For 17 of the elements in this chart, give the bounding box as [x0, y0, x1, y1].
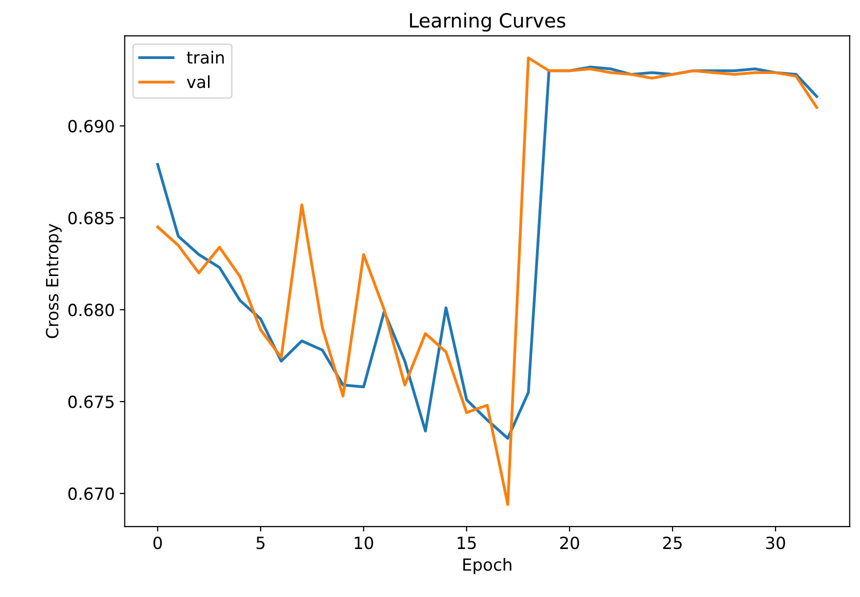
y-tick-label: 0.670 — [68, 487, 114, 500]
x-tick-label: 30 — [766, 536, 786, 550]
x-tick-label: 10 — [354, 536, 374, 550]
legend-label: val — [186, 75, 210, 88]
x-tick-label: 15 — [458, 536, 476, 550]
y-tick-label: 0.675 — [68, 396, 114, 408]
x-tick-label: 0 — [153, 536, 162, 550]
x-tick-label: 25 — [663, 536, 682, 550]
x-tick-label: 5 — [256, 536, 264, 550]
y-axis-title: Cross Entropy — [46, 224, 62, 338]
y-tick-label: 0.690 — [68, 120, 114, 132]
y-tick-label: 0.685 — [68, 212, 114, 224]
x-tick-label: 20 — [560, 536, 580, 550]
y-tick-label: 0.680 — [68, 304, 114, 316]
chart-title: Learning Curves — [410, 12, 566, 32]
x-axis-title: Epoch — [463, 558, 512, 574]
legend-label: train — [186, 50, 224, 64]
